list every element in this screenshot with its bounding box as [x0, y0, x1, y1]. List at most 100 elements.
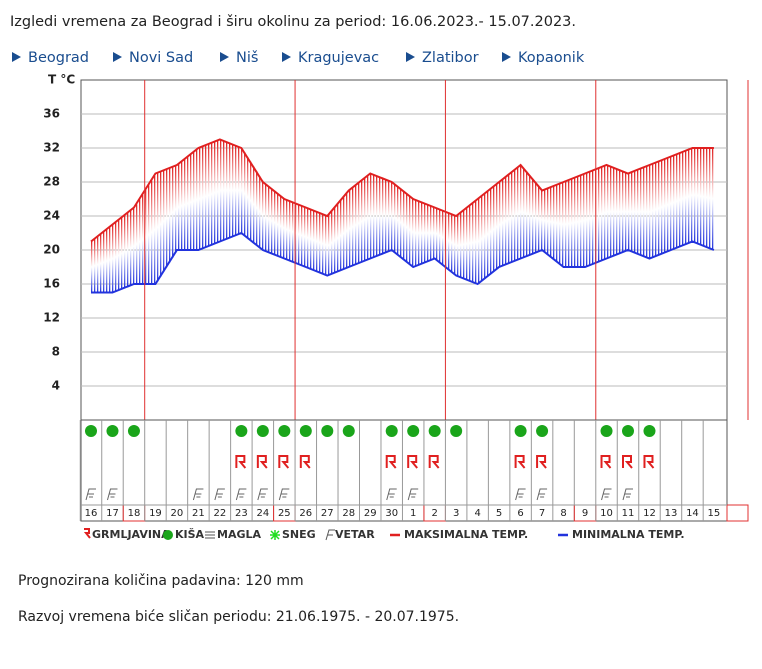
temp-hatch	[301, 205, 303, 266]
temp-hatch	[319, 212, 321, 273]
temp-hatch	[439, 209, 441, 262]
thunder-icon	[514, 455, 526, 469]
temp-hatch	[190, 154, 192, 250]
temp-hatch	[679, 153, 681, 247]
temp-hatch	[352, 187, 354, 266]
legend-icon	[205, 531, 215, 539]
temp-hatch	[232, 144, 234, 237]
nav-link[interactable]: Novi Sad	[129, 50, 193, 66]
day-label: 14	[686, 508, 699, 519]
temp-hatch	[169, 168, 171, 263]
temp-hatch	[259, 175, 261, 247]
temp-hatch	[649, 165, 651, 259]
day-label: 7	[539, 508, 545, 519]
temp-hatch	[142, 194, 144, 284]
y-tick-label: 36	[43, 107, 60, 121]
day-label: 16	[85, 508, 98, 519]
thunder-icon	[385, 455, 397, 469]
legend-icon	[270, 530, 280, 540]
temp-hatch	[475, 201, 477, 283]
temp-hatch	[403, 190, 405, 259]
temp-hatch	[214, 141, 216, 244]
temp-hatch	[442, 210, 444, 265]
nav-link[interactable]: Kopaonik	[518, 50, 585, 66]
rain-icon	[235, 425, 248, 437]
day-label: 1	[410, 508, 416, 519]
temp-hatch	[337, 204, 339, 272]
temp-hatch	[202, 146, 204, 249]
temp-hatch	[184, 159, 186, 250]
temp-hatch	[130, 210, 132, 286]
link-arrow	[12, 52, 21, 62]
temp-hatch	[121, 217, 123, 290]
wind-icon	[85, 488, 96, 501]
temp-hatch	[484, 193, 486, 279]
temp-hatch	[148, 185, 150, 284]
nav-link[interactable]: Zlatibor	[422, 50, 479, 66]
wind-icon	[214, 488, 225, 501]
nav-link[interactable]: Beograd	[28, 50, 89, 66]
temp-hatch	[391, 181, 393, 251]
temp-hatch	[553, 186, 555, 259]
rain-icon	[342, 425, 355, 437]
temp-hatch	[532, 178, 534, 254]
temp-hatch	[193, 152, 195, 250]
temp-hatch	[256, 171, 258, 245]
day-label: 6	[517, 508, 523, 519]
link-arrow	[406, 52, 415, 62]
temp-hatch	[100, 234, 102, 293]
temp-hatch	[604, 165, 606, 260]
nav-links: Beograd Novi Sad Niš Kragujevac Zlatibor Kopa…	[12, 50, 585, 66]
temp-hatch	[454, 215, 456, 274]
temp-hatch	[571, 179, 573, 267]
temp-hatch	[331, 211, 333, 275]
temp-hatch	[307, 207, 309, 268]
temp-hatch	[313, 210, 315, 270]
thunder-icon	[235, 455, 247, 469]
temp-hatch	[253, 166, 255, 243]
nav-link[interactable]: Niš	[236, 50, 258, 66]
temp-hatch	[370, 173, 372, 259]
temp-hatch	[712, 148, 714, 250]
temp-hatch	[220, 139, 222, 242]
temp-hatch	[397, 186, 399, 255]
temp-hatch	[535, 182, 537, 253]
temp-hatch	[457, 215, 459, 276]
temp-hatch	[610, 166, 612, 258]
rain-icon	[600, 425, 613, 437]
temp-hatch	[400, 188, 402, 257]
temp-hatch	[124, 215, 126, 288]
legend-label: SNEG	[282, 528, 316, 541]
y-tick-label: 32	[43, 141, 60, 155]
wind-icon	[515, 488, 526, 501]
temp-hatch	[508, 174, 510, 264]
temp-hatch	[637, 169, 639, 254]
temp-hatch	[163, 170, 165, 273]
rain-icon	[514, 425, 527, 437]
rain-icon	[450, 425, 463, 437]
temp-hatch	[625, 172, 627, 252]
temp-hatch	[658, 161, 660, 256]
temp-hatch	[106, 229, 108, 293]
day-label: 19	[149, 508, 162, 519]
temp-hatch	[619, 169, 621, 254]
day-label: 8	[560, 508, 566, 519]
precipitation-text: Prognozirana količina padavina: 120 mm	[18, 573, 304, 589]
temp-hatch	[388, 180, 390, 252]
link-arrow	[220, 52, 229, 62]
day-label: 15	[708, 508, 721, 519]
temp-hatch	[160, 171, 162, 277]
wind-icon	[257, 488, 268, 501]
rain-icon	[385, 425, 398, 437]
temp-hatch	[208, 144, 210, 247]
temp-hatch	[394, 183, 396, 252]
temp-hatch	[118, 220, 120, 291]
thunder-icon	[299, 455, 311, 469]
temp-hatch	[211, 143, 213, 246]
temp-hatch	[151, 180, 153, 284]
nav-link[interactable]: Kragujevac	[298, 50, 379, 66]
day-label: 26	[299, 508, 312, 519]
temp-hatch	[580, 175, 582, 267]
temp-hatch	[634, 171, 636, 253]
